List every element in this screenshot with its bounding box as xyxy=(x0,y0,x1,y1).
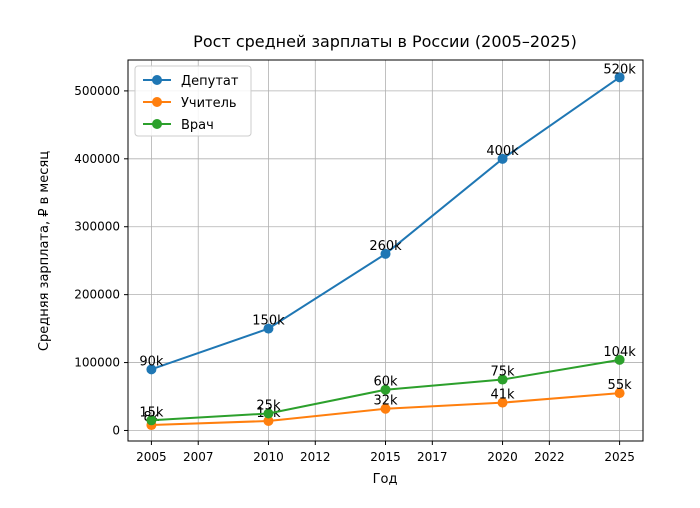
data-point xyxy=(263,323,274,334)
data-label: 260k xyxy=(369,239,402,254)
y-tick-label: 100000 xyxy=(74,356,120,370)
data-label: 25k xyxy=(256,398,281,413)
data-point xyxy=(380,384,391,395)
data-label: 150k xyxy=(252,314,285,329)
legend-label: Врач xyxy=(181,118,214,133)
data-point xyxy=(497,374,508,385)
data-label: 60k xyxy=(373,375,398,390)
data-label: 104k xyxy=(603,345,636,360)
data-point xyxy=(614,72,625,83)
y-axis-label: Средняя зарплата, ₽ в месяц xyxy=(37,151,52,351)
data-point xyxy=(380,403,391,414)
legend-marker xyxy=(152,97,162,107)
data-point xyxy=(380,248,391,259)
legend-label: Депутат xyxy=(181,74,239,89)
data-label: 520k xyxy=(603,62,636,77)
data-point xyxy=(146,415,157,426)
data-point xyxy=(497,153,508,164)
y-tick-label: 200000 xyxy=(74,288,120,302)
x-tick-label: 2025 xyxy=(604,450,635,464)
x-tick-label: 2010 xyxy=(253,450,284,464)
x-tick-label: 2012 xyxy=(300,450,331,464)
data-label: 41k xyxy=(491,388,516,403)
legend-item: Врач xyxy=(143,118,214,133)
x-tick-label: 2007 xyxy=(183,450,214,464)
x-tick-label: 2015 xyxy=(370,450,401,464)
x-axis-label: Год xyxy=(373,472,398,487)
series-1: 90k 150k 260k 400k 520k xyxy=(139,62,636,375)
x-tick-label: 2022 xyxy=(534,450,565,464)
legend: Депутат Учитель Врач xyxy=(134,65,252,137)
data-label: 90k xyxy=(139,354,164,369)
data-point xyxy=(497,397,508,408)
legend-item: Учитель xyxy=(143,96,237,111)
data-label: 32k xyxy=(373,394,398,409)
data-point xyxy=(263,408,274,419)
data-point xyxy=(614,354,625,365)
y-tick-label: 500000 xyxy=(74,84,120,98)
data-point xyxy=(614,388,625,399)
y-tick-label: 300000 xyxy=(74,220,120,234)
data-label: 400k xyxy=(486,144,519,159)
data-label: 15k xyxy=(139,405,164,420)
y-axis: 0 100000 200000 300000 400000 500000 xyxy=(74,84,128,437)
legend-box xyxy=(134,65,252,137)
x-tick-label: 2005 xyxy=(136,450,167,464)
chart-title: Рост средней зарплаты в России (2005–202… xyxy=(193,32,577,51)
series-layer: 90k150k260k400k520k8k14k32k41k55k15k25k6… xyxy=(139,62,636,431)
data-point xyxy=(146,364,157,375)
x-tick-label: 2017 xyxy=(417,450,448,464)
y-tick-label: 400000 xyxy=(74,152,120,166)
x-axis: 2005 2007 2010 2012 2015 2017 2020 2022 2025 xyxy=(136,441,635,464)
series-3: 15k 25k 60k 75k 104k xyxy=(139,345,636,426)
legend-label: Учитель xyxy=(181,96,237,111)
data-point xyxy=(263,415,274,426)
legend-item: Депутат xyxy=(143,74,239,89)
data-label: 55k xyxy=(608,378,633,393)
y-tick-label: 0 xyxy=(112,423,120,437)
data-label: 75k xyxy=(491,365,516,380)
legend-marker xyxy=(152,75,162,85)
legend-marker xyxy=(152,119,162,129)
x-tick-label: 2020 xyxy=(487,450,518,464)
